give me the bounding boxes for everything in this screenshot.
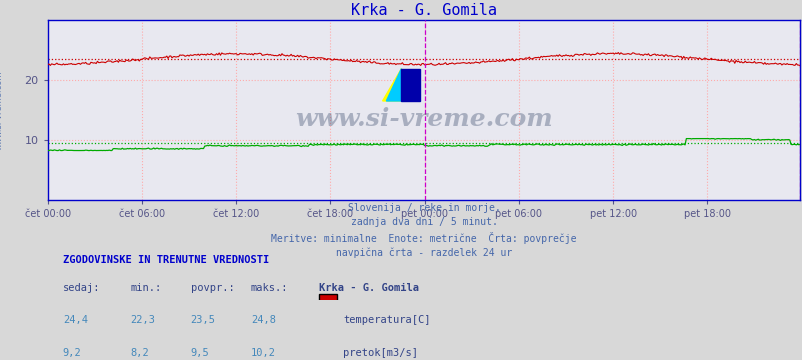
Text: 9,5: 9,5 [190, 348, 209, 358]
Text: maks.:: maks.: [250, 283, 288, 293]
Text: povpr.:: povpr.: [190, 283, 234, 293]
Text: Slovenija / reke in morje.
zadnja dva dni / 5 minut.
Meritve: minimalne  Enote: : Slovenija / reke in morje. zadnja dva dn… [271, 203, 576, 258]
Text: Krka - G. Gomila: Krka - G. Gomila [318, 283, 418, 293]
Text: min.:: min.: [131, 283, 161, 293]
Polygon shape [382, 69, 401, 101]
Text: 23,5: 23,5 [190, 315, 216, 325]
Text: 24,8: 24,8 [250, 315, 276, 325]
Polygon shape [386, 69, 405, 101]
Text: 9,2: 9,2 [63, 348, 82, 358]
Text: 10,2: 10,2 [250, 348, 276, 358]
Text: 22,3: 22,3 [131, 315, 156, 325]
FancyBboxPatch shape [318, 327, 337, 349]
Text: 24,4: 24,4 [63, 315, 87, 325]
Title: Krka - G. Gomila: Krka - G. Gomila [350, 3, 496, 18]
Text: temperatura[C]: temperatura[C] [343, 315, 431, 325]
Polygon shape [401, 69, 419, 101]
Text: www.si-vreme.com: www.si-vreme.com [0, 70, 3, 150]
Text: 8,2: 8,2 [131, 348, 149, 358]
Text: ZGODOVINSKE IN TRENUTNE VREDNOSTI: ZGODOVINSKE IN TRENUTNE VREDNOSTI [63, 255, 269, 265]
Text: pretok[m3/s]: pretok[m3/s] [343, 348, 418, 358]
Text: www.si-vreme.com: www.si-vreme.com [294, 107, 552, 131]
FancyBboxPatch shape [318, 294, 337, 316]
Text: sedaj:: sedaj: [63, 283, 100, 293]
